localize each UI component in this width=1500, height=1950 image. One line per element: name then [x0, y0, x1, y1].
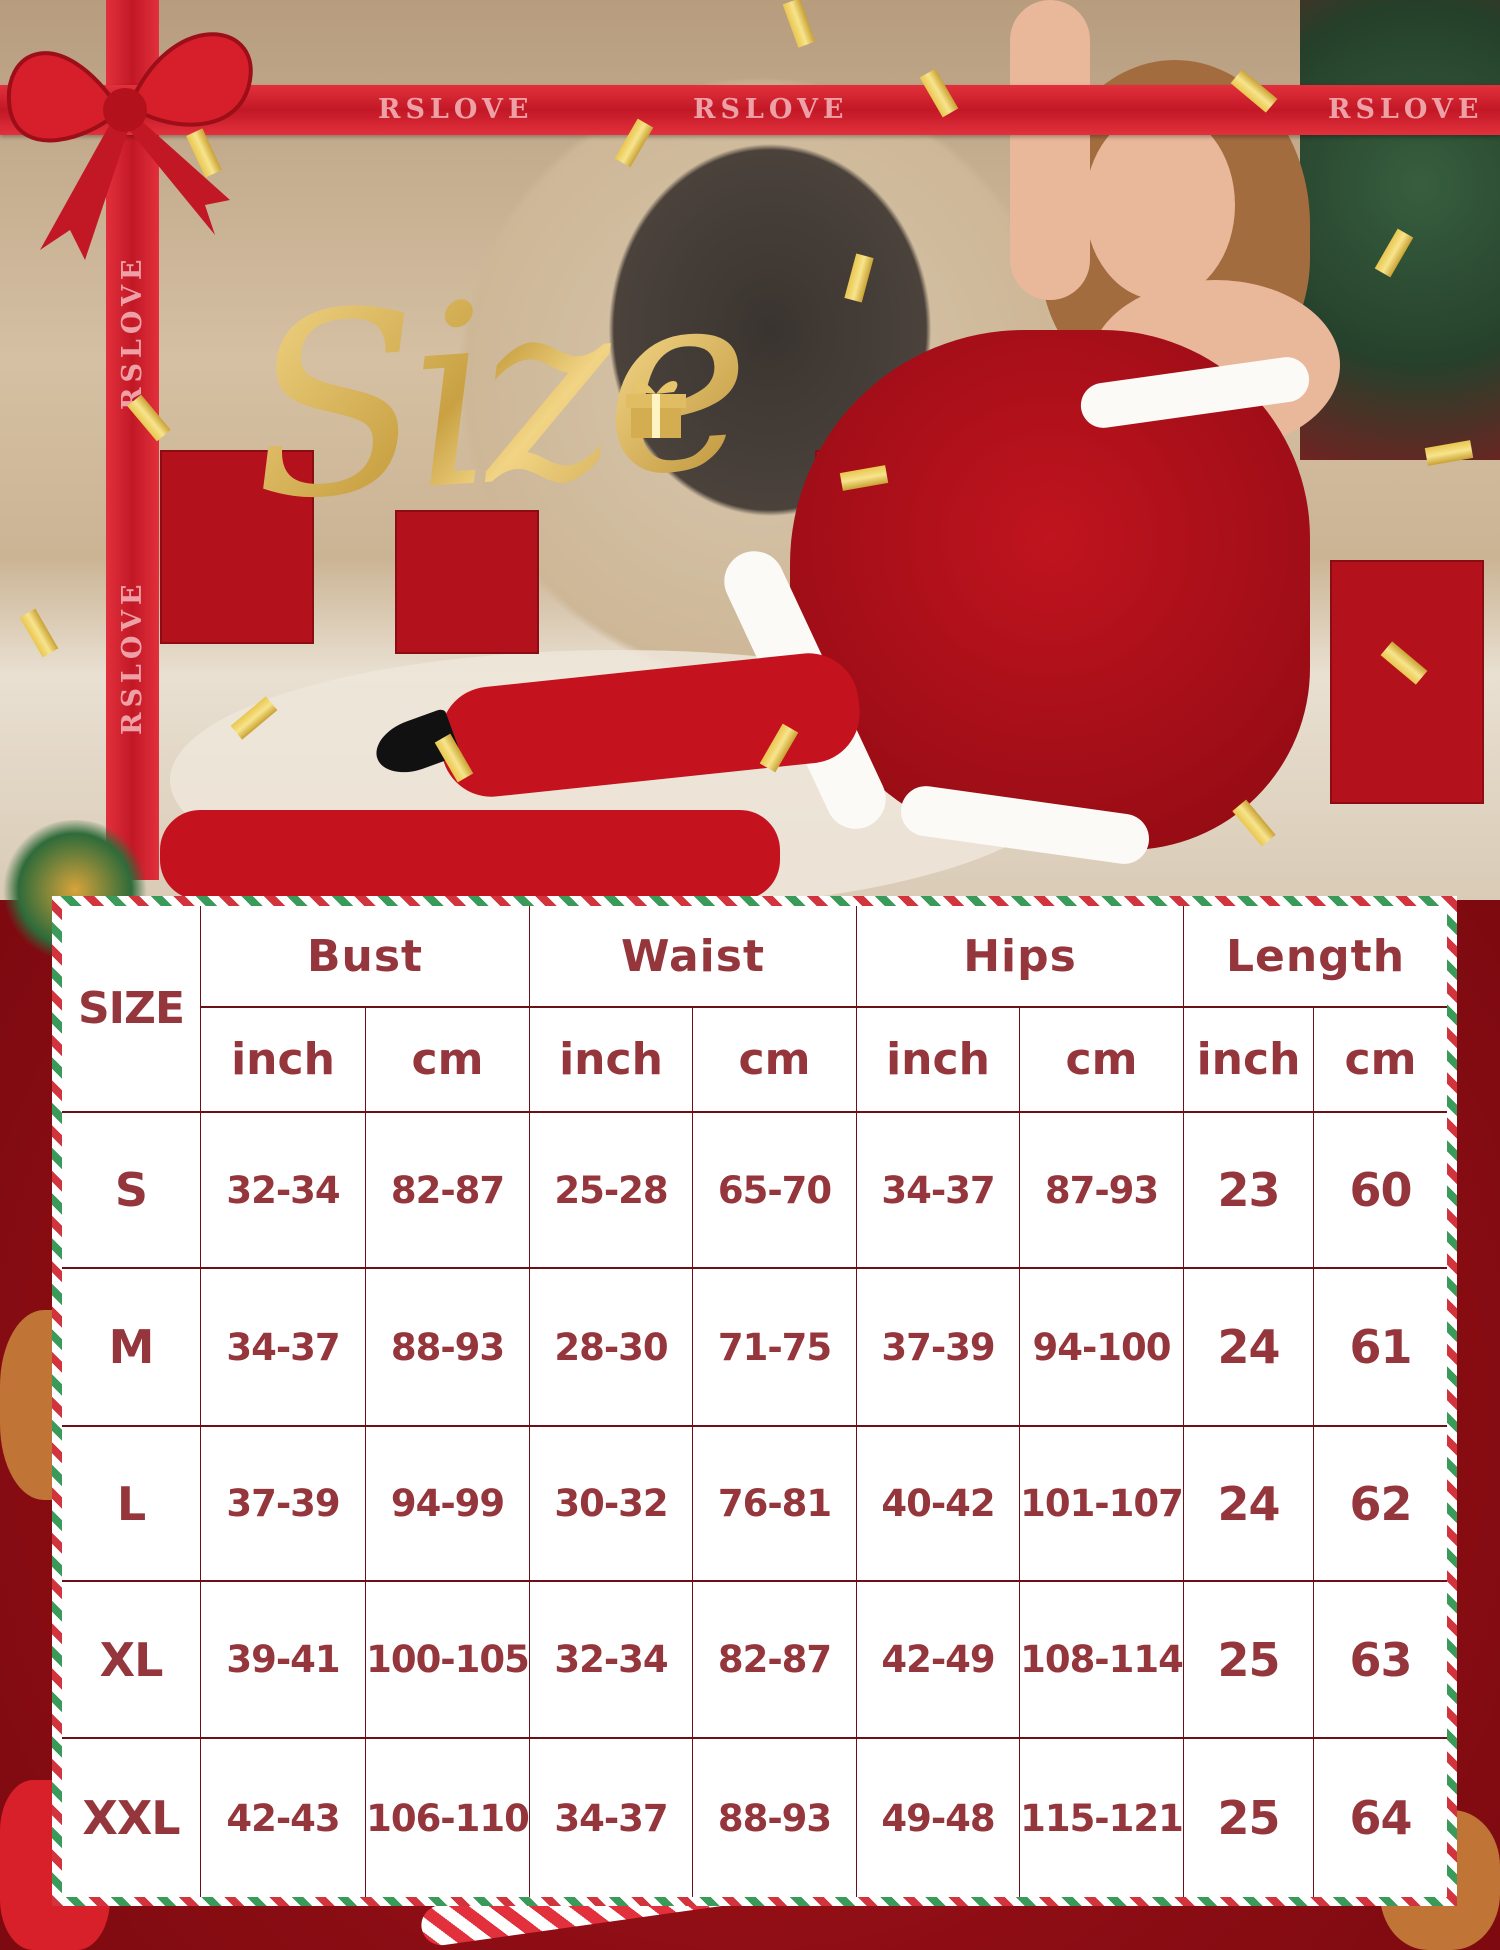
measurement-cell: 106-110: [366, 1739, 530, 1897]
measurement-cell: 100-105: [366, 1582, 530, 1739]
stocking-leg: [160, 810, 780, 900]
measurement-cell: 25-28: [530, 1113, 693, 1269]
product-photo: [0, 0, 1500, 910]
measurement-cell: 25: [1184, 1739, 1314, 1897]
measurement-cell: 37-39: [201, 1427, 366, 1582]
measurement-cell: 42-43: [201, 1739, 366, 1897]
measurement-cell: 76-81: [693, 1427, 857, 1582]
measurement-cell: 61: [1314, 1269, 1447, 1427]
measurement-cell: 40-42: [857, 1427, 1020, 1582]
group-header-bust: Bust: [201, 906, 530, 1008]
measurement-cell: 94-99: [366, 1427, 530, 1582]
unit-header: inch: [1184, 1008, 1314, 1113]
measurement-cell: 24: [1184, 1269, 1314, 1427]
size-label: M: [62, 1269, 201, 1427]
ribbon-bow-icon: [6, 32, 253, 260]
ribbon-brand-text: RSLOVE: [693, 94, 849, 125]
ribbon-brand-text: RSLOVE: [1328, 94, 1484, 125]
measurement-cell: 32-34: [530, 1582, 693, 1739]
unit-header: cm: [1314, 1008, 1447, 1113]
gift-box: [160, 450, 314, 644]
group-header-waist: Waist: [530, 906, 857, 1008]
measurement-cell: 28-30: [530, 1269, 693, 1427]
group-header-hips: Hips: [857, 906, 1184, 1008]
measurement-cell: 49-48: [857, 1739, 1020, 1897]
measurement-cell: 115-121: [1020, 1739, 1184, 1897]
model-face: [1085, 110, 1235, 300]
measurement-cell: 94-100: [1020, 1269, 1184, 1427]
measurement-cell: 25: [1184, 1582, 1314, 1739]
measurement-cell: 34-37: [857, 1113, 1020, 1269]
measurement-cell: 63: [1314, 1582, 1447, 1739]
measurement-cell: 82-87: [693, 1582, 857, 1739]
size-column-header: SIZE: [62, 906, 201, 1113]
measurement-cell: 64: [1349, 1791, 1412, 1845]
unit-header: cm: [366, 1008, 530, 1113]
measurement-cell: 42-49: [857, 1582, 1020, 1739]
gift-box: [395, 510, 539, 654]
gift-icon: [626, 380, 686, 438]
gift-box: [1330, 560, 1484, 804]
measurement-cell: 39-41: [201, 1582, 366, 1739]
size-chart-table: SIZE Bust Waist Hips Length inch cm inch…: [62, 906, 1447, 1897]
unit-header: cm: [1020, 1008, 1184, 1113]
measurement-cell: 65-70: [693, 1113, 857, 1269]
ribbon-brand-text: RSLOVE: [117, 254, 148, 411]
unit-header: inch: [857, 1008, 1020, 1113]
measurement-cell: 88-93: [693, 1739, 857, 1897]
measurement-cell: 24: [1184, 1427, 1314, 1582]
measurement-cell: 37-39: [857, 1269, 1020, 1427]
measurement-cell: 82-87: [366, 1113, 530, 1269]
group-header-length: Length: [1184, 906, 1447, 1008]
measurement-cell: 71-75: [693, 1269, 857, 1427]
measurement-cell: 62: [1314, 1427, 1447, 1582]
size-label: XXL: [62, 1739, 201, 1897]
measurement-cell: 32-34: [201, 1113, 366, 1269]
measurement-cell: 108-114: [1020, 1582, 1184, 1739]
measurement-cell: 88-93: [366, 1269, 530, 1427]
ribbon-brand-text: RSLOVE: [117, 579, 148, 736]
measurement-cell: 34-37: [530, 1739, 693, 1897]
measurement-cell: 87-93: [1020, 1113, 1184, 1269]
ribbon-brand-text: RSLOVE: [378, 94, 534, 125]
measurement-cell: 23: [1184, 1113, 1314, 1269]
unit-header: inch: [530, 1008, 693, 1113]
size-label: L: [62, 1427, 201, 1582]
unit-header: cm: [693, 1008, 857, 1113]
model-dress: [790, 330, 1310, 850]
measurement-cell: 30-32: [530, 1427, 693, 1582]
measurement-cell: 101-107: [1020, 1427, 1184, 1582]
measurement-cell: 60: [1314, 1113, 1447, 1269]
measurement-cell: 34-37: [201, 1269, 366, 1427]
size-label: S: [62, 1113, 201, 1269]
model-arm: [1010, 0, 1090, 300]
unit-header: inch: [201, 1008, 366, 1113]
size-label: XL: [62, 1582, 201, 1739]
